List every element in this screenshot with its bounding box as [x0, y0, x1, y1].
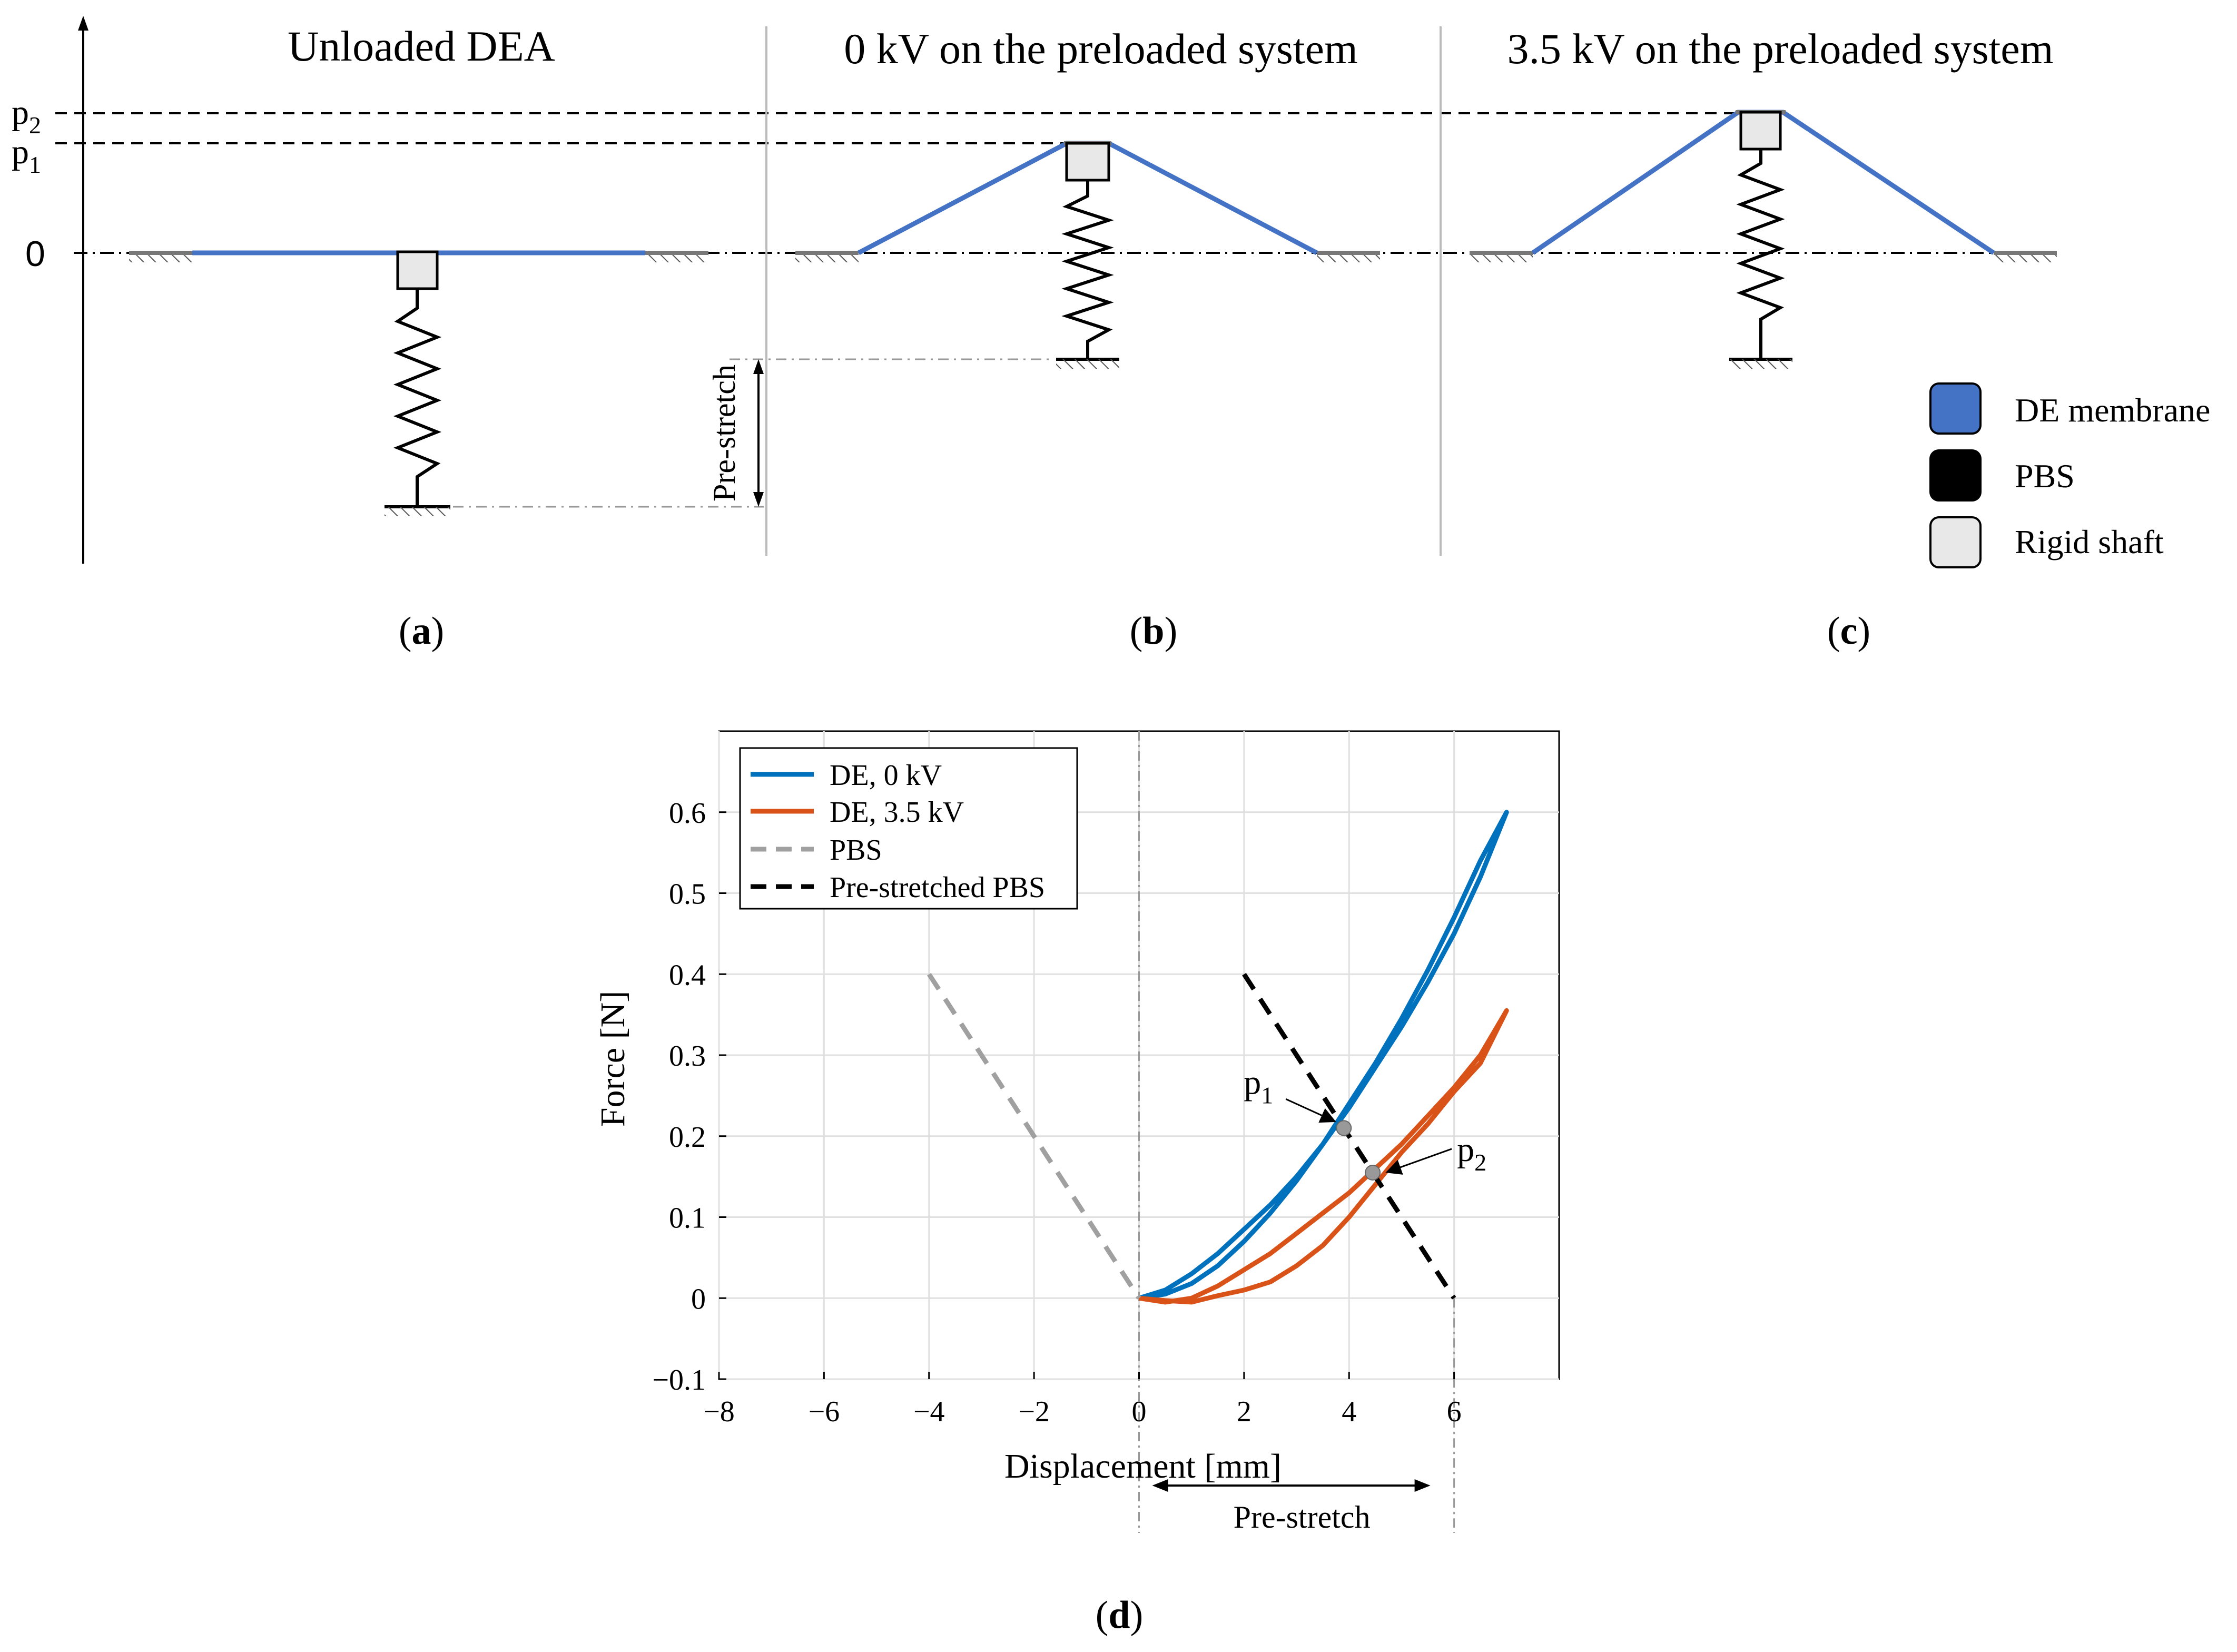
y-tick-label: 0.4 — [669, 959, 706, 991]
ground-right-a — [645, 253, 708, 262]
series-line-1 — [1138, 1008, 1509, 1305]
series-line-2 — [927, 972, 1141, 1300]
chart-legend: DE, 0 kV DE, 3.5 kV PBS Pre-stretched PB… — [739, 747, 1078, 910]
shaft-a — [396, 250, 439, 290]
legend-label-membrane: DE membrane — [2015, 391, 2210, 429]
series-line-3 — [1242, 972, 1456, 1300]
legend-swatch-shaft — [1929, 516, 1982, 568]
x-tick-label: 6 — [1447, 1395, 1462, 1428]
caption-a: (a) — [399, 609, 444, 653]
axis-arrow-icon — [78, 16, 88, 31]
level-p1-label: p1 — [12, 133, 41, 178]
spring-b — [1061, 180, 1114, 359]
p2-arrow — [1385, 1148, 1452, 1175]
panel-b-title: 0 kV on the preloaded system — [844, 25, 1357, 73]
y-tick-label: 0.6 — [669, 797, 706, 830]
legend-label-shaft: Rigid shaft — [2015, 523, 2164, 560]
level-p2-label: p2 — [12, 93, 41, 139]
force-displacement-chart: −8 −6 −4 −2 0 2 4 6 −0.1 0 0.1 0.2 0.3 0.4 0.5 0.6 p1 p2… — [594, 730, 1560, 1637]
y-tick-label: 0.3 — [669, 1040, 706, 1073]
legend-swatch-membrane — [1929, 382, 1982, 435]
legend-label-prestretched: Pre-stretched PBS — [830, 871, 1045, 904]
spring-c — [1736, 149, 1785, 359]
legend-label-pbs: PBS — [2015, 457, 2075, 495]
y-tick-label: 0.2 — [669, 1121, 706, 1154]
shaft-b — [1065, 142, 1110, 182]
arrow-right-icon — [1414, 1479, 1431, 1492]
series-line-0 — [1138, 810, 1509, 1301]
legend-swatch-pbs — [1929, 449, 1982, 502]
caption-b: (b) — [1130, 609, 1177, 653]
panel-a-diagram — [129, 250, 764, 516]
chart-annotations: p1 p2 Pre-stretch — [1152, 1063, 1486, 1535]
y-tick-label: 0.1 — [669, 1202, 706, 1235]
x-tick-label: 0 — [1132, 1395, 1147, 1428]
p1-arrow — [1285, 1098, 1336, 1123]
ground-spring-a — [385, 507, 450, 516]
marker-point-0 — [1336, 1120, 1352, 1136]
prestretch-label-top: Pre-stretch — [707, 365, 742, 502]
x-tick-label: 2 — [1237, 1395, 1251, 1428]
spring-a — [393, 289, 442, 507]
legend-label-de-0kv: DE, 0 kV — [830, 759, 942, 792]
x-tick-label: −4 — [913, 1395, 945, 1428]
y-tick-label: 0 — [691, 1283, 706, 1315]
diagram-legend: DE membrane PBS Rigid shaft — [1929, 382, 2210, 568]
y-tick-label: −0.1 — [652, 1364, 706, 1397]
y-axis-label: Force [N] — [594, 991, 632, 1127]
tick-labels: −8 −6 −4 −2 0 2 4 6 −0.1 0 0.1 0.2 0.3 0.4 0.5 0.6 — [652, 797, 1461, 1428]
caption-d: (d) — [1096, 1594, 1143, 1637]
x-tick-label: −2 — [1018, 1395, 1050, 1428]
caption-c: (c) — [1827, 609, 1870, 653]
series — [927, 810, 1509, 1305]
p2-label: p2 — [1457, 1130, 1486, 1176]
x-tick-label: −6 — [809, 1395, 840, 1428]
panel-b-diagram — [795, 141, 1380, 369]
level-zero-label: 0 — [25, 234, 45, 274]
x-tick-label: 4 — [1342, 1395, 1356, 1428]
arrow-left-icon — [1152, 1479, 1168, 1492]
top-diagram: p2 p1 0 Unloaded DEA 0 kV on the preload… — [12, 16, 2210, 653]
marker-point-1 — [1365, 1164, 1381, 1181]
panel-a-title: Unloaded DEA — [288, 22, 555, 70]
panel-c-title: 3.5 kV on the preloaded system — [1507, 25, 2054, 73]
p1-label: p1 — [1244, 1063, 1273, 1108]
x-tick-label: −8 — [703, 1395, 735, 1428]
y-tick-label: 0.5 — [669, 878, 706, 911]
x-axis-label: Displacement [mm] — [1004, 1447, 1282, 1486]
shaft-c — [1739, 111, 1782, 151]
ground-left-a — [129, 253, 192, 262]
legend-label-de-35kv: DE, 3.5 kV — [830, 796, 964, 829]
legend-label-pbs-chart: PBS — [830, 834, 882, 867]
panel-c-diagram — [1470, 110, 2057, 369]
prestretch-label-chart: Pre-stretch — [1234, 1500, 1371, 1535]
